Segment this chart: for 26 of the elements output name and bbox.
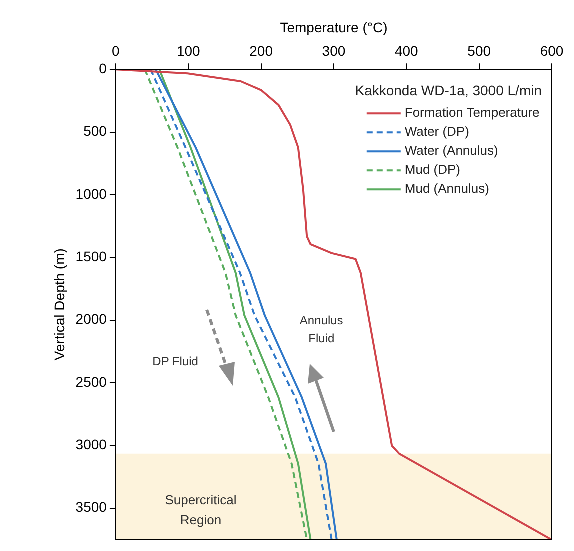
y-tick-label: 3000 [76, 436, 108, 452]
legend-title: Kakkonda WD-1a, 3000 L/min [355, 82, 542, 98]
x-tick-label: 400 [394, 43, 419, 60]
x-tick-label: 500 [468, 43, 492, 60]
x-tick-label: 100 [176, 43, 201, 60]
y-tick-label: 1000 [76, 186, 108, 202]
y-tick-label: 3500 [76, 499, 108, 516]
legend-label: Water (Annulus) [404, 143, 498, 158]
x-tick-label: 200 [250, 43, 274, 60]
band-label: Supercritical Region [165, 492, 237, 528]
x-tick-label: 0 [112, 43, 120, 60]
annotation: Annulus Fluid [300, 314, 344, 346]
y-axis-title: Vertical Depth (m) [51, 248, 68, 361]
y-tick-label: 2000 [76, 311, 108, 328]
y-tick-label: 0 [99, 60, 108, 76]
annotation: DP Fluid [152, 354, 198, 368]
legend-label: Mud (Annulus) [404, 181, 490, 196]
y-tick-label: 500 [84, 123, 108, 140]
y-tick-label: 1500 [76, 248, 108, 264]
legend-label: Formation Temperature [404, 105, 540, 120]
legend-label: Water (DP) [404, 124, 470, 140]
x-axis-title: Temperature (°C) [280, 19, 388, 36]
legend-label: Mud (DP) [404, 162, 461, 178]
x-tick-label: 300 [322, 43, 346, 60]
y-tick-label: 2500 [76, 374, 108, 390]
x-tick-label: 600 [540, 43, 564, 60]
